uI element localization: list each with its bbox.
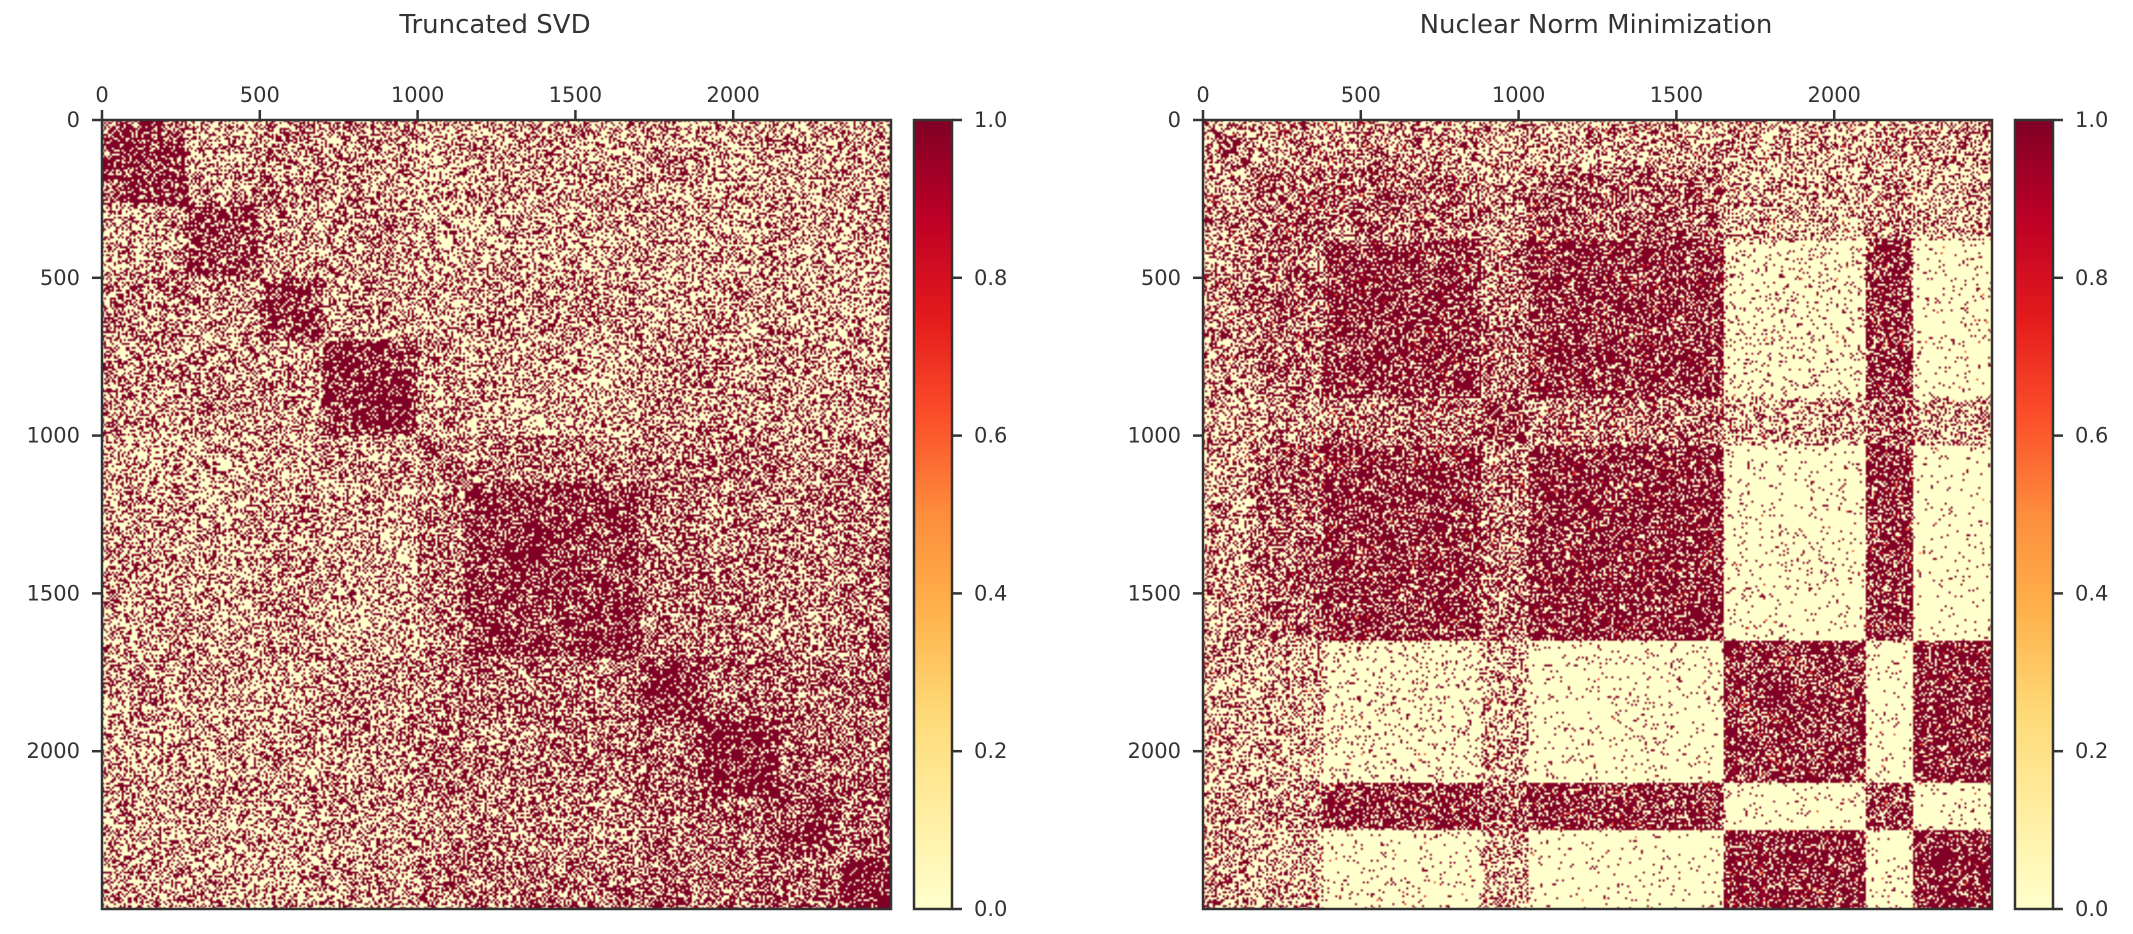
left-chart-title: Truncated SVD [398, 10, 590, 40]
left-x-tick-label: 1500 [549, 83, 602, 107]
right-x-tick-label: 0 [1196, 83, 1209, 107]
left-heatmap-frame [100, 118, 893, 911]
left-x-tick-label: 2000 [706, 83, 759, 107]
right-colorbar-tick-label: 1.0 [2075, 108, 2108, 132]
right-colorbar-tick-label: 0.6 [2075, 424, 2108, 448]
right-y-tick-label: 0 [1168, 108, 1181, 132]
right-x-tick-label: 1000 [1492, 83, 1545, 107]
left-heatmap-image [102, 120, 891, 909]
right-x-tick-label: 1500 [1650, 83, 1703, 107]
right-colorbar [2015, 120, 2053, 909]
left-colorbar [914, 120, 952, 909]
left-x-axis: 0 500 1000 1500 2000 [95, 83, 760, 120]
left-colorbar-tick-label: 0.4 [974, 581, 1007, 605]
right-heatmap-image [1203, 120, 1992, 909]
right-colorbar-ticks: 0.0 0.2 0.4 0.6 0.8 1.0 [2053, 108, 2108, 921]
left-y-axis: 0 500 1000 1500 2000 [27, 108, 102, 763]
left-y-tick-label: 0 [67, 108, 80, 132]
right-y-tick-label: 1500 [1128, 581, 1181, 605]
left-x-tick-label: 500 [240, 83, 280, 107]
left-colorbar-tick-label: 0.0 [974, 897, 1007, 921]
right-y-tick-label: 500 [1141, 266, 1181, 290]
left-colorbar-ticks: 0.0 0.2 0.4 0.6 0.8 1.0 [952, 108, 1007, 921]
left-x-tick-label: 0 [95, 83, 108, 107]
left-x-tick-label: 1000 [391, 83, 444, 107]
left-colorbar-tick-label: 0.2 [974, 739, 1007, 763]
left-colorbar-tick-label: 0.6 [974, 424, 1007, 448]
right-colorbar-tick-label: 0.2 [2075, 739, 2108, 763]
left-y-tick-label: 1000 [27, 424, 80, 448]
right-x-axis: 0 500 1000 1500 2000 [1196, 83, 1861, 120]
right-chart-title: Nuclear Norm Minimization [1420, 10, 1773, 40]
left-y-tick-label: 500 [40, 266, 80, 290]
right-colorbar-tick-label: 0.4 [2075, 581, 2108, 605]
left-colorbar-frame [912, 118, 954, 911]
right-x-tick-label: 2000 [1807, 83, 1860, 107]
left-y-tick-label: 2000 [27, 739, 80, 763]
left-colorbar-tick-label: 1.0 [974, 108, 1007, 132]
right-colorbar-frame [2013, 118, 2055, 911]
right-y-tick-label: 2000 [1128, 739, 1181, 763]
left-colorbar-tick-label: 0.8 [974, 266, 1007, 290]
left-y-tick-label: 1500 [27, 581, 80, 605]
right-x-tick-label: 500 [1341, 83, 1381, 107]
right-colorbar-tick-label: 0.8 [2075, 266, 2108, 290]
right-y-tick-label: 1000 [1128, 424, 1181, 448]
right-y-axis: 0 500 1000 1500 2000 [1128, 108, 1203, 763]
right-heatmap-frame [1201, 118, 1994, 911]
right-colorbar-tick-label: 0.0 [2075, 897, 2108, 921]
